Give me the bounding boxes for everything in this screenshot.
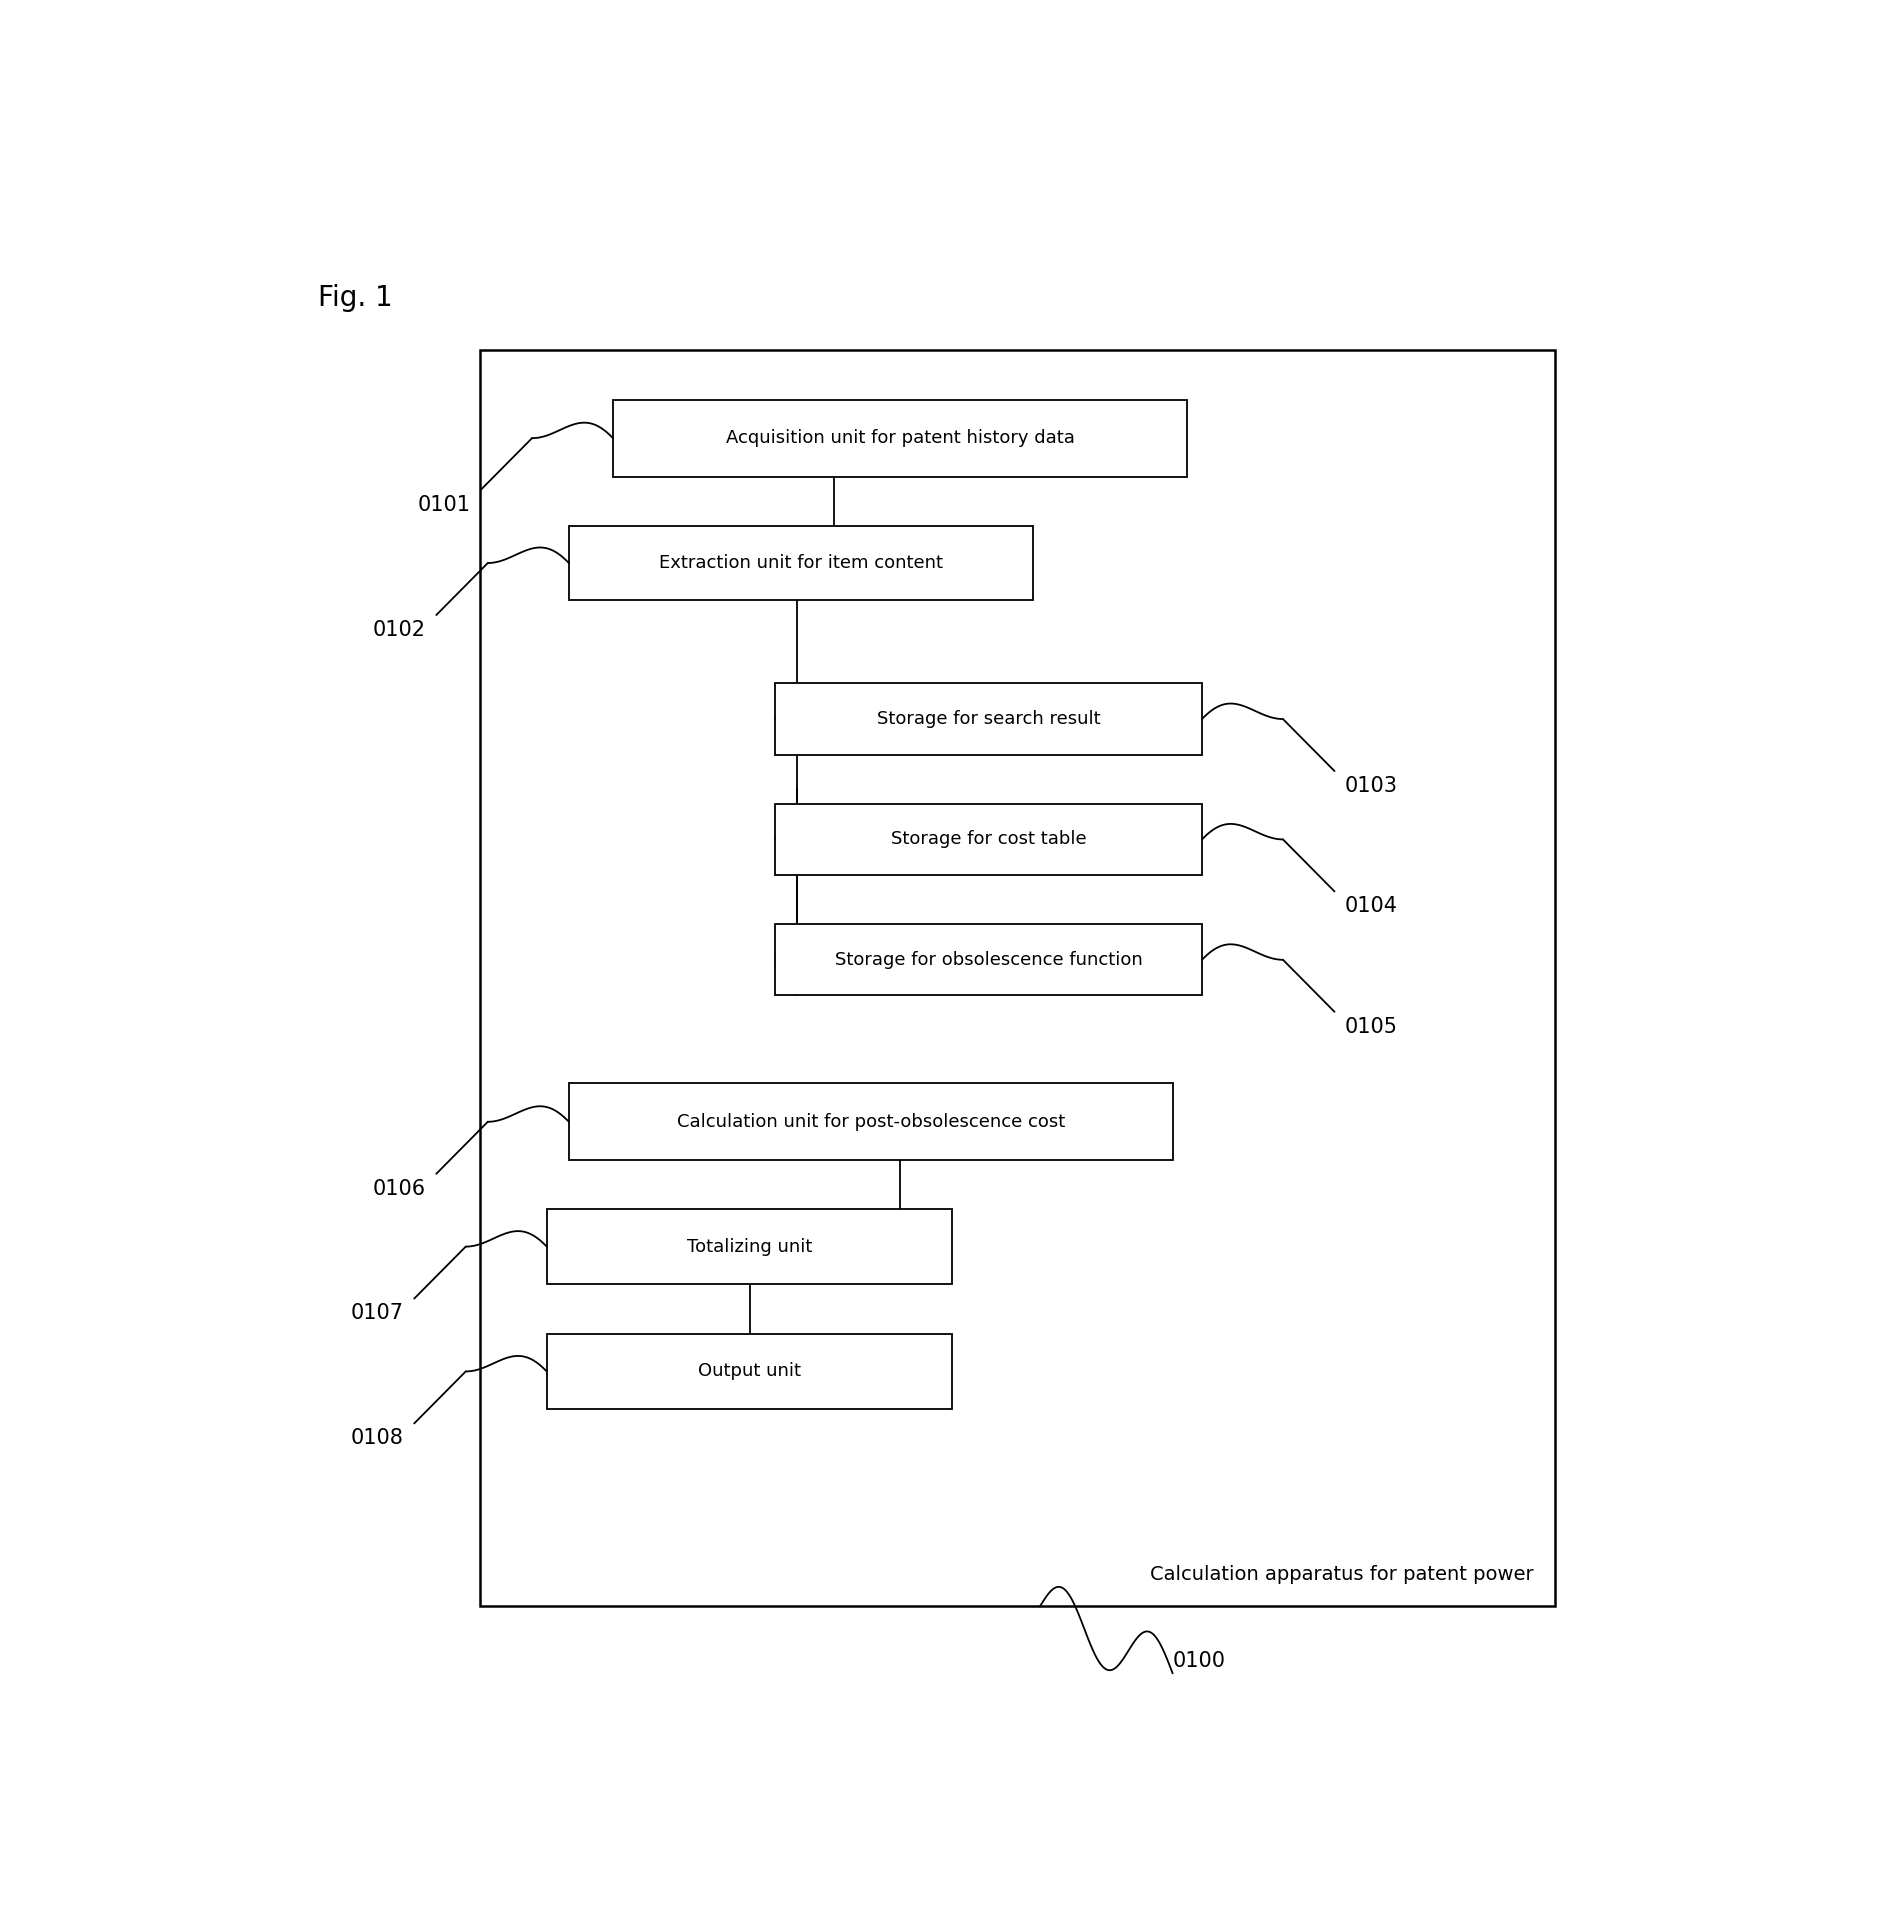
Text: 0100: 0100 [1172,1652,1226,1671]
Text: Storage for search result: Storage for search result [876,710,1100,728]
Text: Output unit: Output unit [697,1363,800,1380]
Text: 0103: 0103 [1345,776,1398,795]
Text: Calculation unit for post-obsolescence cost: Calculation unit for post-obsolescence c… [676,1114,1064,1131]
Text: 0107: 0107 [352,1303,405,1324]
Text: Acquisition unit for patent history data: Acquisition unit for patent history data [726,428,1075,448]
Text: 0105: 0105 [1345,1017,1398,1036]
Bar [775,803,1203,874]
Bar [775,683,1203,755]
Text: Extraction unit for item content: Extraction unit for item content [659,554,942,571]
Text: Storage for obsolescence function: Storage for obsolescence function [834,951,1142,969]
Bar [614,400,1188,477]
Text: 0108: 0108 [352,1428,405,1448]
Bar [568,1083,1172,1160]
Text: 0104: 0104 [1345,896,1398,917]
Text: 0102: 0102 [372,620,426,641]
Text: Totalizing unit: Totalizing unit [686,1237,811,1256]
Text: Fig. 1: Fig. 1 [319,284,393,311]
Bar [775,924,1203,996]
Text: Storage for cost table: Storage for cost table [891,830,1087,849]
Text: 0101: 0101 [418,494,469,515]
Bar [481,351,1556,1606]
Bar [568,525,1034,600]
Bar [547,1210,952,1283]
Bar [547,1334,952,1409]
Text: 0106: 0106 [372,1179,426,1199]
Text: Calculation apparatus for patent power: Calculation apparatus for patent power [1150,1565,1533,1585]
